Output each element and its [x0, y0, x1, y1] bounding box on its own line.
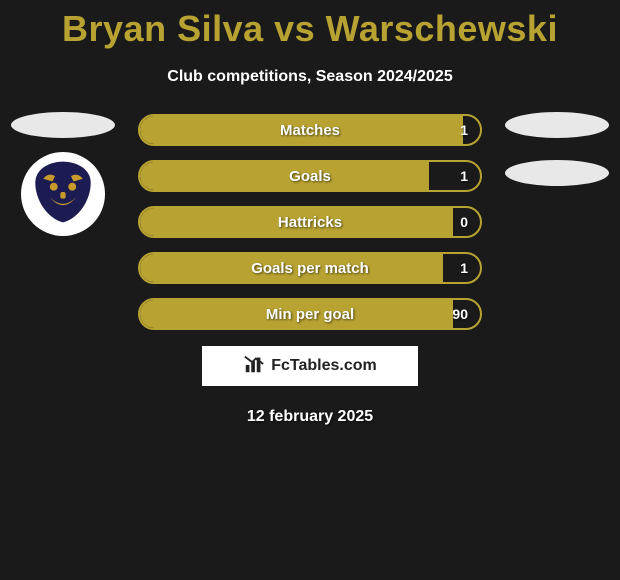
- stat-label: Goals per match: [140, 254, 480, 282]
- stat-value: 0: [460, 208, 468, 236]
- stat-row-min-per-goal: Min per goal 90: [138, 298, 482, 330]
- stat-label: Goals: [140, 162, 480, 190]
- comparison-area: Matches 1 Goals 1 Hattricks 0 Goals per …: [0, 114, 620, 334]
- stat-label: Hattricks: [140, 208, 480, 236]
- bar-chart-icon: [243, 353, 265, 380]
- page-subtitle: Club competitions, Season 2024/2025: [0, 68, 620, 86]
- stat-label: Min per goal: [140, 300, 480, 328]
- stat-value: 1: [460, 162, 468, 190]
- player-left-club-badge: [21, 152, 105, 236]
- player-right-name-placeholder: [505, 112, 609, 138]
- watermark-text: FcTables.com: [271, 357, 377, 375]
- watermark: FcTables.com: [202, 346, 418, 386]
- player-right-club-placeholder: [505, 160, 609, 186]
- stat-row-matches: Matches 1: [138, 114, 482, 146]
- stat-row-hattricks: Hattricks 0: [138, 206, 482, 238]
- player-left-name-placeholder: [11, 112, 115, 138]
- footer-date: 12 february 2025: [0, 408, 620, 426]
- stat-value: 1: [460, 116, 468, 144]
- stat-label: Matches: [140, 116, 480, 144]
- stat-row-goals: Goals 1: [138, 160, 482, 192]
- stat-row-goals-per-match: Goals per match 1: [138, 252, 482, 284]
- stat-value: 90: [452, 300, 468, 328]
- stats-bars: Matches 1 Goals 1 Hattricks 0 Goals per …: [138, 114, 482, 344]
- page-title: Bryan Silva vs Warschewski: [0, 0, 620, 50]
- stat-value: 1: [460, 254, 468, 282]
- player-left-column: [8, 108, 118, 236]
- pumas-logo-icon: [30, 159, 96, 230]
- player-right-column: [502, 108, 612, 200]
